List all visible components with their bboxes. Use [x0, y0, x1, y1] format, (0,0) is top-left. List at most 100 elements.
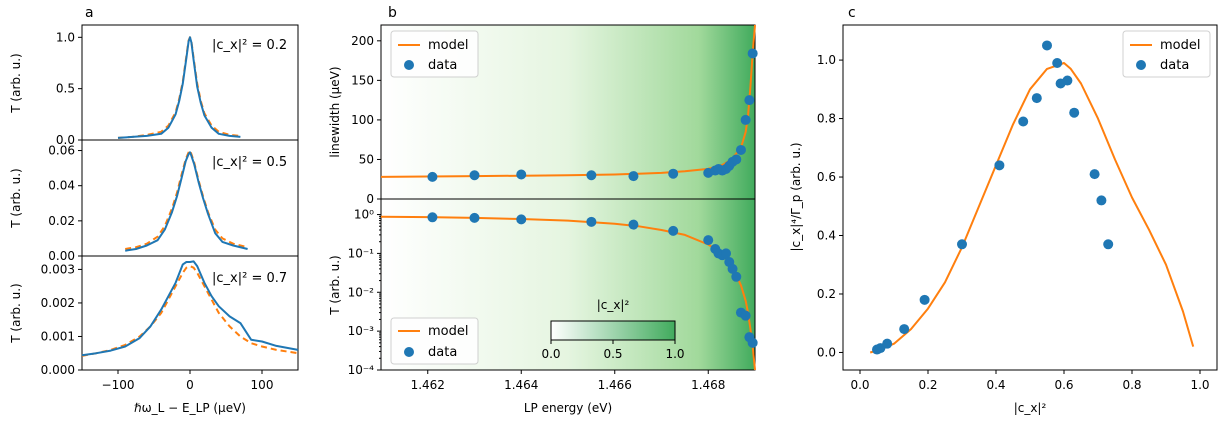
panel-b-top-ytick-label: 100: [351, 113, 374, 127]
panel-a-ytick-label: 0.02: [48, 214, 75, 228]
panel-b-top-data-point: [628, 171, 639, 182]
panel-c-data-point: [899, 324, 910, 335]
panel-c-legend: model data: [1122, 30, 1211, 78]
colorbar-tick-label-2: 0.5: [603, 347, 622, 361]
panel-a-xtick-label-3: 100: [251, 378, 274, 392]
panel-a-annotation-3: |c_x|² = 0.7: [212, 271, 287, 286]
panel-b-colorbar: |c_x|² 0.0 0.5 1.0: [541, 298, 684, 361]
panel-a-ytick-label: 0.5: [56, 82, 75, 96]
legend-data-label: data: [428, 345, 457, 360]
panel-label-c: c: [848, 5, 856, 21]
panel-b-bottom-data-point: [469, 212, 480, 223]
panel-b-top-data-point: [740, 114, 751, 125]
panel-a-annotation-1: |c_x|² = 0.2: [212, 38, 287, 53]
panel-a-model-line: [81, 265, 299, 357]
panel-c-ytick-label: 0.4: [817, 229, 836, 243]
panel-b-top-ytick-label: 0: [366, 192, 374, 206]
panel-c-data-point: [1096, 195, 1107, 206]
legend-data-label: data: [1160, 58, 1189, 73]
panel-b-xlabel: LP energy (eV): [524, 401, 612, 415]
panel-c-xtick-label: 0.8: [1122, 378, 1141, 392]
panel-c-data-point: [1042, 40, 1052, 51]
panel-a-annotation-2: |c_x|² = 0.5: [212, 155, 287, 170]
panel-b-ylabel-bottom: T (arb. u.): [328, 255, 342, 315]
panel-b-gradient-bg: [381, 25, 755, 370]
panel-b-bottom-data-point: [747, 337, 758, 348]
panel-b-legend-bottom: model data: [390, 317, 479, 365]
panel-b-bottom-data-point: [586, 216, 597, 227]
panel-b-top-ytick-label: 200: [351, 34, 374, 48]
colorbar-label: |c_x|²: [597, 298, 630, 312]
panel-b-top-data-point: [427, 171, 438, 182]
panel-b-top-data-point: [668, 168, 679, 179]
panel-b-bottom-data-point: [740, 310, 751, 321]
legend-data-marker: [1136, 60, 1146, 70]
panel-c-xtick-label: 0.2: [918, 378, 937, 392]
panel-b-bottom-data-point: [668, 225, 679, 236]
panel-c-xtick-label: 0.4: [986, 378, 1005, 392]
panel-a-xtick-label-1: −100: [102, 378, 135, 392]
panel-c-data-point: [1018, 116, 1029, 127]
panel-a-ylabel-3: T (arb. u.): [9, 283, 23, 343]
panel-a-data-line: [81, 260, 299, 357]
colorbar-tick-label-1: 0.0: [541, 347, 560, 361]
panel-a-ytick-label: 0.001: [41, 329, 75, 343]
panel-a-ytick-label: 0.002: [41, 296, 75, 310]
panel-c-data-point: [919, 294, 930, 305]
panel-a-data-line: [117, 36, 241, 139]
panel-a-xlabel: ℏω_L − E_LP (μeV): [134, 401, 246, 415]
panel-c-data-point: [1031, 93, 1042, 104]
panel-a-ytick-label: 0.000: [41, 363, 75, 377]
panel-b-ylabel-top: linewidth (μeV): [328, 66, 342, 157]
legend-model-label: model: [428, 324, 468, 339]
panel-c-data-point: [994, 160, 1005, 171]
panel-c-data-point: [1052, 58, 1063, 69]
legend-model-label: model: [1160, 38, 1200, 53]
legend-data-marker: [404, 347, 414, 357]
panel-a-ytick-label: 0.003: [41, 262, 75, 276]
panel-b-bottom-data-point: [516, 214, 527, 225]
panel-c-data-point: [1062, 75, 1073, 86]
panel-b-xtick-label: 1.466: [598, 378, 632, 392]
panel-a-ytick-label: 0.04: [48, 179, 75, 193]
panel-b-bottom-data-point: [628, 219, 639, 230]
panel-c-data-point: [882, 338, 893, 349]
panel-c-xtick-label: 0.0: [850, 378, 869, 392]
panel-b-xtick-label: 1.468: [691, 378, 725, 392]
panel-b-legend-top: model data: [390, 30, 479, 78]
panel-b-top-model-line: [380, 24, 756, 178]
panel-b-top-data-point: [731, 154, 742, 165]
panel-a-ytick-label: 0.06: [48, 144, 75, 158]
panel-b-top-ytick-label: 50: [359, 152, 374, 166]
panel-c-xtick-label: 1.0: [1190, 378, 1209, 392]
panel-b-top-data-point: [747, 48, 758, 59]
panel-b-bottom-ytick-label: 10⁻³: [348, 324, 375, 338]
legend-data-label: data: [428, 58, 457, 73]
panel-b-bottom-data-point: [731, 271, 742, 282]
panel-b-xtick-label: 1.464: [504, 378, 538, 392]
panel-a: 0.0 0.5 1.0 0.00 0.02 0.04 0.06 0.000 0.001 0.002…: [9, 24, 299, 415]
panel-c-ytick-label: 0.0: [817, 345, 836, 359]
panel-a-ylabel-1: T (arb. u.): [9, 53, 23, 113]
panel-label-b: b: [388, 5, 397, 21]
panel-b-bottom-data-point: [427, 212, 438, 223]
panel-a-frame: [81, 24, 299, 371]
panel-b-bottom-data-point: [727, 263, 738, 274]
legend-data-marker: [404, 60, 414, 70]
panel-c-ytick-label: 0.8: [817, 112, 836, 126]
panel-b-bottom-ytick-label: 10⁻¹: [348, 246, 375, 260]
panel-label-a: a: [85, 5, 94, 21]
panel-b-top-data-point: [735, 144, 746, 155]
panel-b-frame: [380, 24, 756, 371]
panel-b-bottom-data-point: [703, 235, 714, 246]
panel-c-ytick-label: 0.2: [817, 287, 836, 301]
panel-c-frame: [842, 24, 1218, 371]
panel-a-xtick-label-2: 0: [186, 378, 194, 392]
panel-b-top-data-point: [744, 95, 755, 106]
panel-c-data-point: [1069, 107, 1080, 118]
panel-b-bottom-ytick-label: 10⁻²: [348, 285, 375, 299]
panel-c-data-point: [1089, 169, 1100, 180]
panel-c-data-point: [1103, 239, 1114, 250]
panel-b-top-data-point: [469, 170, 480, 181]
